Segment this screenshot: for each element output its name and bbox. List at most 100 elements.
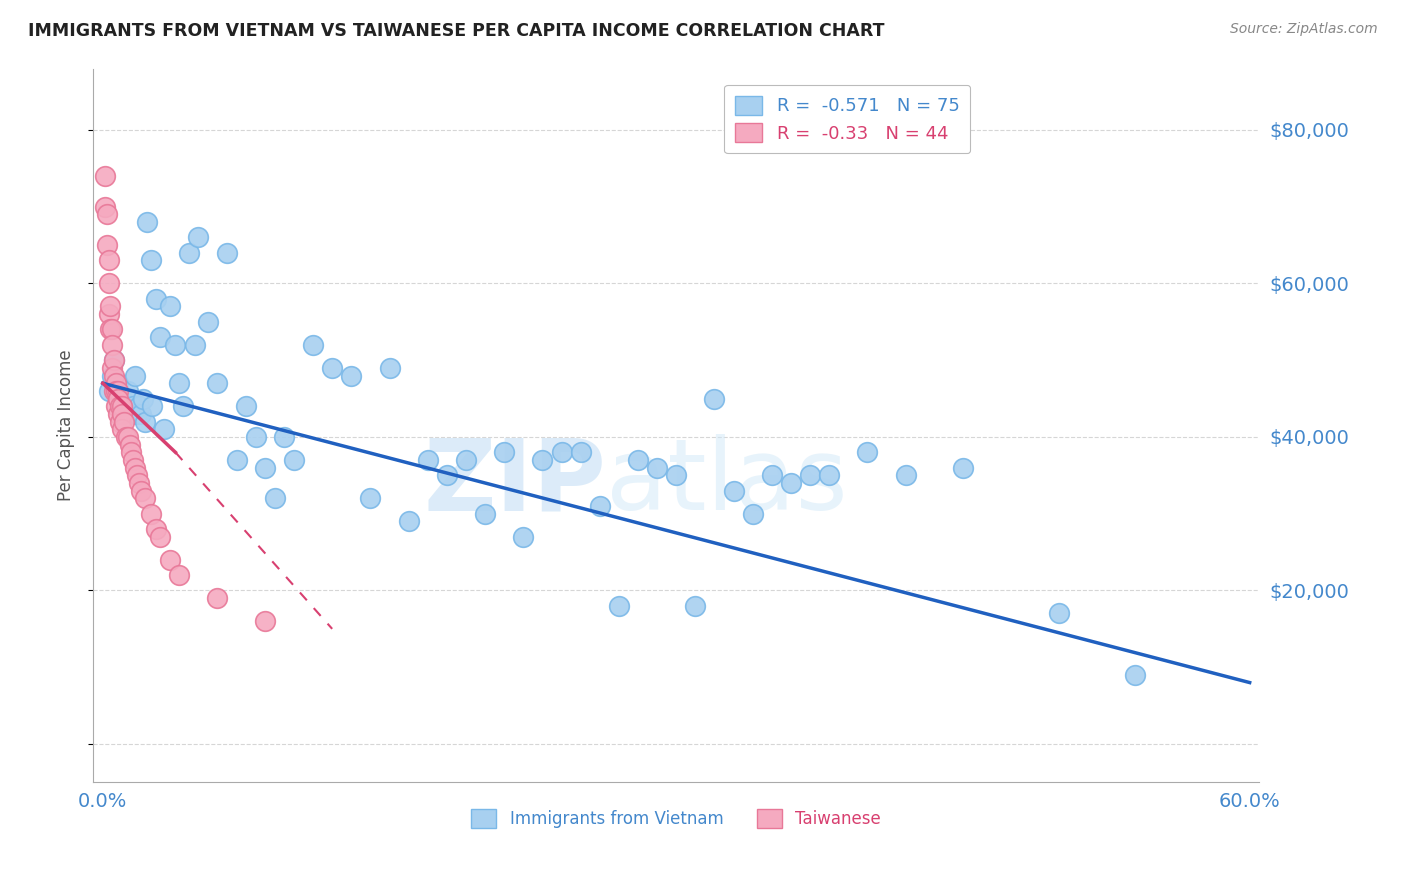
Point: [187, 230, 209, 244]
Point: [122, 399, 145, 413]
Point: [197, 315, 219, 329]
Point: [97, 384, 120, 398]
Point: [359, 491, 381, 506]
Point: [159, 553, 181, 567]
Point: [894, 468, 917, 483]
Point: [159, 300, 181, 314]
Point: [531, 453, 554, 467]
Point: [128, 399, 150, 413]
Point: [145, 522, 167, 536]
Point: [149, 530, 172, 544]
Point: [207, 591, 229, 606]
Point: [111, 392, 134, 406]
Point: [100, 300, 122, 314]
Point: [263, 491, 285, 506]
Point: [96, 207, 118, 221]
Point: [645, 460, 668, 475]
Text: IMMIGRANTS FROM VIETNAM VS TAIWANESE PER CAPITA INCOME CORRELATION CHART: IMMIGRANTS FROM VIETNAM VS TAIWANESE PER…: [28, 22, 884, 40]
Point: [378, 360, 401, 375]
Point: [398, 515, 420, 529]
Point: [124, 368, 146, 383]
Point: [235, 399, 257, 413]
Point: [454, 453, 477, 467]
Point: [97, 277, 120, 291]
Point: [103, 353, 125, 368]
Point: [254, 460, 277, 475]
Point: [818, 468, 841, 483]
Point: [134, 415, 156, 429]
Point: [132, 392, 155, 406]
Point: [100, 322, 122, 336]
Point: [97, 253, 120, 268]
Point: [105, 384, 128, 398]
Point: [703, 392, 725, 406]
Point: [93, 169, 115, 183]
Point: [321, 360, 343, 375]
Point: [172, 399, 194, 413]
Point: [121, 445, 143, 459]
Point: [108, 415, 131, 429]
Point: [93, 200, 115, 214]
Point: [607, 599, 630, 613]
Point: [512, 530, 534, 544]
Point: [101, 360, 124, 375]
Point: [1123, 668, 1146, 682]
Text: Source: ZipAtlas.com: Source: ZipAtlas.com: [1230, 22, 1378, 37]
Point: [97, 307, 120, 321]
Point: [114, 399, 136, 413]
Point: [117, 430, 139, 444]
Point: [108, 399, 131, 413]
Point: [117, 384, 139, 398]
Point: [685, 599, 707, 613]
Point: [112, 407, 135, 421]
Point: [129, 483, 152, 498]
Point: [741, 507, 763, 521]
Point: [107, 384, 129, 398]
Point: [129, 407, 152, 421]
Point: [105, 384, 128, 398]
Point: [273, 430, 295, 444]
Point: [107, 376, 129, 391]
Point: [627, 453, 650, 467]
Point: [108, 399, 131, 413]
Point: [114, 430, 136, 444]
Point: [112, 415, 135, 429]
Point: [436, 468, 458, 483]
Point: [723, 483, 745, 498]
Text: ZIP: ZIP: [423, 434, 606, 531]
Point: [340, 368, 363, 383]
Point: [856, 445, 879, 459]
Point: [153, 422, 176, 436]
Point: [799, 468, 821, 483]
Point: [122, 453, 145, 467]
Point: [215, 245, 238, 260]
Point: [416, 453, 439, 467]
Point: [101, 368, 124, 383]
Point: [103, 353, 125, 368]
Point: [135, 215, 157, 229]
Point: [254, 614, 277, 628]
Point: [245, 430, 267, 444]
Point: [569, 445, 592, 459]
Point: [780, 475, 803, 490]
Point: [145, 292, 167, 306]
Point: [105, 376, 128, 391]
Point: [111, 407, 134, 421]
Point: [283, 453, 305, 467]
Point: [127, 407, 149, 421]
Point: [111, 422, 134, 436]
Point: [139, 507, 162, 521]
Point: [167, 376, 190, 391]
Point: [96, 238, 118, 252]
Point: [139, 253, 162, 268]
Point: [1047, 607, 1070, 621]
Point: [474, 507, 496, 521]
Point: [105, 399, 128, 413]
Point: [107, 407, 129, 421]
Point: [589, 499, 612, 513]
Point: [183, 338, 205, 352]
Point: [103, 368, 125, 383]
Point: [127, 468, 149, 483]
Point: [121, 392, 143, 406]
Point: [103, 384, 125, 398]
